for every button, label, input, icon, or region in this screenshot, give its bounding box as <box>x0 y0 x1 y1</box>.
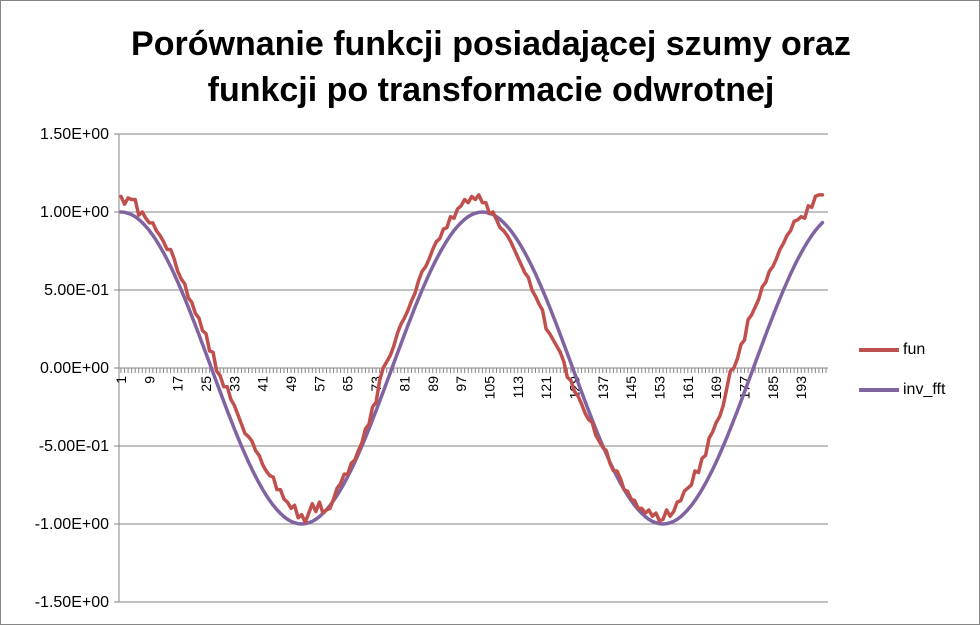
legend-label-inv-fft: inv_fft <box>903 381 946 398</box>
y-tick-label: -1.50E+00 <box>35 594 109 611</box>
legend-swatch-fun <box>859 348 899 352</box>
x-tick-label: 33 <box>226 376 242 392</box>
x-tick-label: 41 <box>255 376 271 392</box>
x-tick-label: 65 <box>340 376 356 392</box>
x-tick-label: 153 <box>651 376 667 400</box>
legend-item-inv-fft: inv_fft <box>859 379 945 401</box>
chart-title-line-1: Porównanie funkcji posiadającej szumy or… <box>131 25 851 63</box>
y-tick-label: 0.00E+00 <box>40 360 109 377</box>
x-tick-label: 17 <box>170 376 186 392</box>
x-tick-label: 193 <box>793 376 809 400</box>
x-tick-label: 25 <box>198 376 214 392</box>
x-tick-label: 81 <box>396 376 412 392</box>
x-tick-label: 185 <box>765 376 781 400</box>
x-tick-label: 169 <box>708 376 724 400</box>
x-tick-label: 105 <box>481 376 497 400</box>
series-line-fun <box>119 193 825 525</box>
y-tick-label: 1.50E+00 <box>40 126 109 143</box>
chart-title: Porównanie funkcji posiadającej szumy or… <box>81 21 901 113</box>
x-tick-label: 137 <box>595 376 611 400</box>
y-tick-label: -1.00E+00 <box>35 516 109 533</box>
x-axis <box>119 367 828 373</box>
x-tick-label: 161 <box>680 376 696 400</box>
legend-label-fun: fun <box>903 341 926 358</box>
x-tick-label: 57 <box>311 376 327 392</box>
chart-title-line-2: funkcji po transformacie odwrotnej <box>207 71 775 109</box>
legend: fun inv_fft <box>859 339 945 419</box>
y-axis-tick-labels: 1.50E+00 1.00E+00 5.00E-01 0.00E+00 -5.00E-0… <box>35 126 109 611</box>
x-tick-label: 1 <box>113 376 129 384</box>
series-layer <box>119 193 825 526</box>
x-tick-label: 89 <box>425 376 441 392</box>
legend-item-fun: fun <box>859 339 945 361</box>
y-tick-label: -5.00E-01 <box>39 438 109 455</box>
x-tick-label: 49 <box>283 376 299 392</box>
x-tick-label: 145 <box>623 376 639 400</box>
legend-swatch-inv-fft <box>859 388 899 392</box>
x-tick-label: 113 <box>510 376 526 399</box>
x-tick-label: 97 <box>453 376 469 392</box>
y-tick-label: 5.00E-01 <box>44 282 109 299</box>
x-tick-label: 9 <box>141 376 157 384</box>
x-tick-label: 121 <box>538 376 554 400</box>
y-tick-label: 1.00E+00 <box>40 204 109 221</box>
series-line-inv-fft <box>119 210 825 526</box>
